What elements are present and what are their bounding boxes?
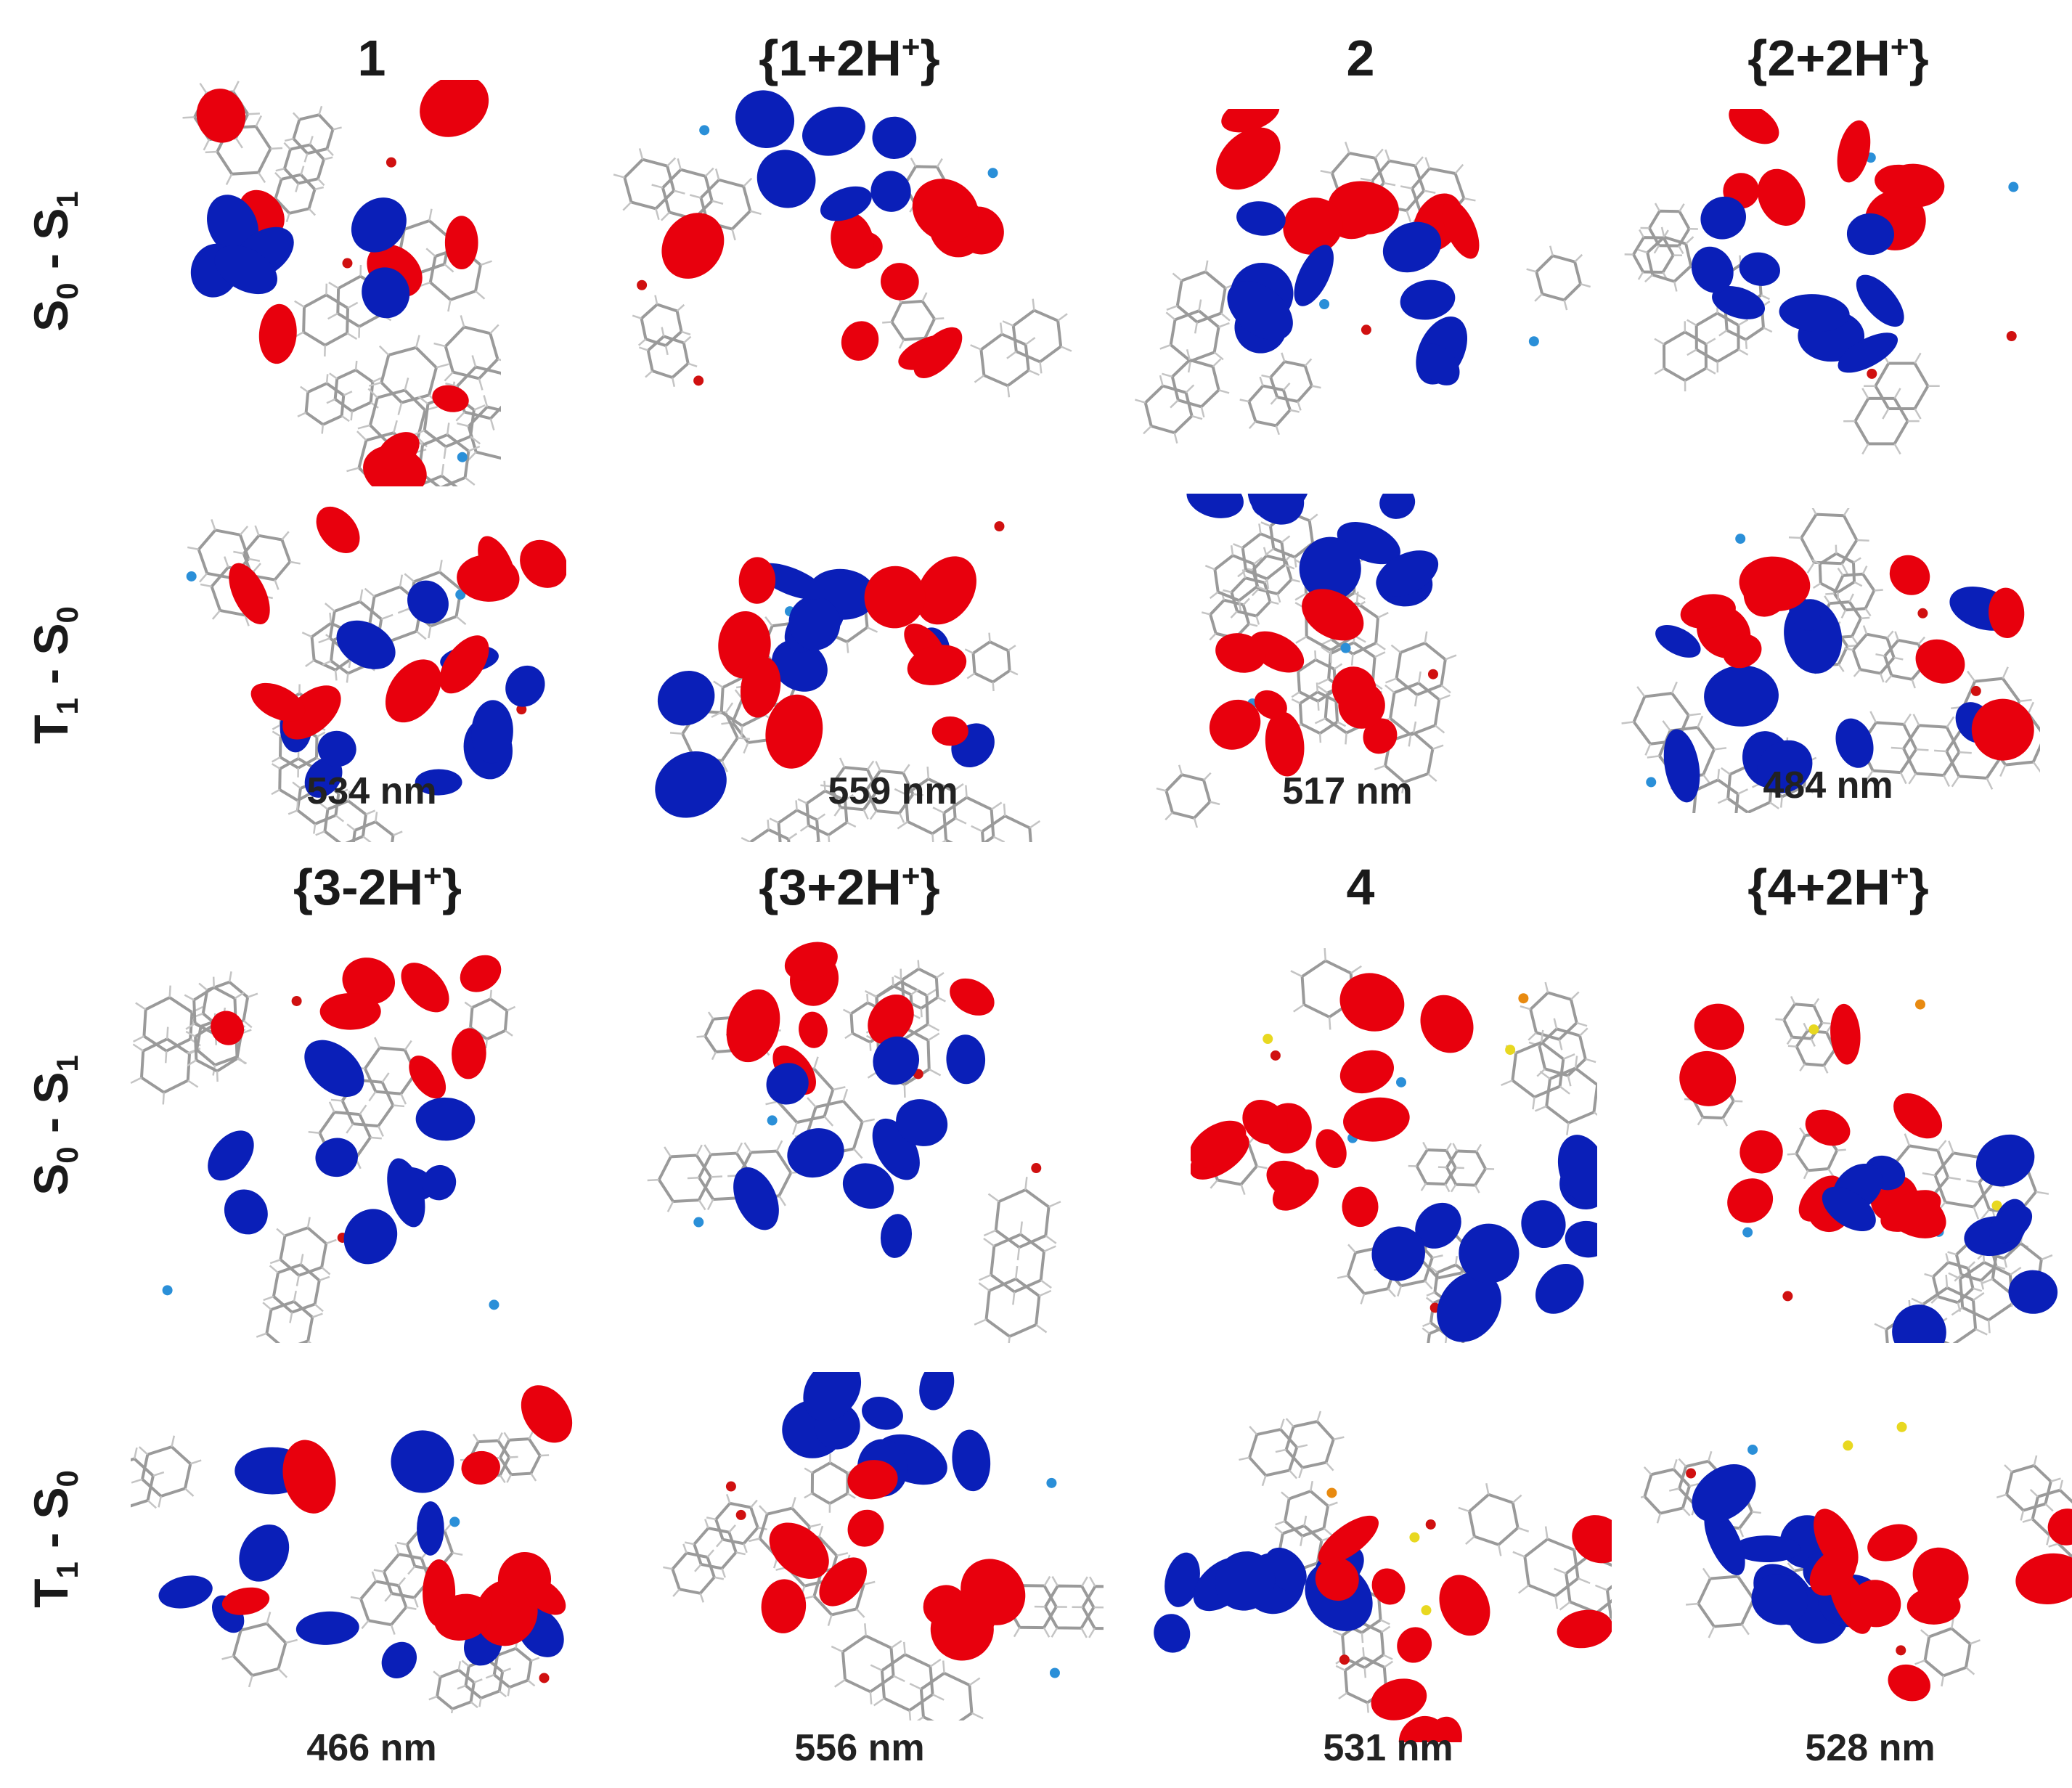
wavelength-4: 531 nm xyxy=(1323,1727,1453,1769)
orbital-density-lobes xyxy=(158,1385,573,1678)
column-title-2-2h: {2+2H+} xyxy=(1747,29,1929,86)
row-label-t1-s0-bottom: T1 - S0 xyxy=(24,1470,85,1608)
wavelength-3-2h: 556 nm xyxy=(794,1727,925,1769)
panel-4-t1-s0-graphic xyxy=(1154,1411,1612,1742)
panel-1-2h-s0-s1 xyxy=(603,80,1096,414)
panel-2-2h-t1-s0 xyxy=(1604,508,2040,813)
panel-4-2h-s0-s1 xyxy=(1655,936,2062,1343)
column-title-3-2h: {3+2H+} xyxy=(759,858,940,915)
panel-1-2h-t1-s0 xyxy=(639,494,1045,842)
row-label-s0-s1-top: S0 - S1 xyxy=(24,191,85,332)
orbital-density-lobes xyxy=(1216,109,1480,385)
panel-1-s0-s1-graphic xyxy=(182,80,501,486)
panel-2-2h-s0-s1 xyxy=(1590,109,2055,457)
panel-4-2h-s0-s1-graphic xyxy=(1679,995,2058,1343)
panel-1-t1-s0 xyxy=(160,494,566,842)
panel-2-s0-s1 xyxy=(1133,109,1604,457)
panel-4-2h-t1-s0-graphic xyxy=(1641,1421,2072,1702)
orbital-density-lobes xyxy=(1186,494,1439,777)
orbital-density-lobes xyxy=(761,1372,1026,1661)
orbital-density-lobes xyxy=(726,942,995,1258)
wavelength-4-2h: 528 nm xyxy=(1805,1727,1936,1769)
molecule-skeleton xyxy=(647,960,1061,1343)
column-title-1-2h: {1+2H+} xyxy=(759,29,940,86)
row-label-s0-s1-bottom: S0 - S1 xyxy=(24,1055,85,1196)
panel-3-minus-2h-s0-s1-graphic xyxy=(130,955,516,1343)
orbital-density-lobes xyxy=(190,80,489,486)
panel-1-2h-t1-s0-graphic xyxy=(655,521,1041,842)
molecule-skeleton xyxy=(1135,142,1591,444)
column-title-4: 4 xyxy=(1346,859,1375,915)
panel-1-t1-s0-graphic xyxy=(186,506,566,842)
panel-3-2h-s0-s1-graphic xyxy=(647,942,1061,1343)
panel-4-2h-t1-s0 xyxy=(1641,1394,2072,1728)
wavelength-2-2h: 484 nm xyxy=(1763,764,1893,807)
orbital-density-lobes xyxy=(655,556,995,818)
panel-3-minus-2h-t1-s0 xyxy=(131,1365,595,1713)
panel-3-2h-t1-s0-graphic xyxy=(663,1372,1104,1720)
molecule-skeleton xyxy=(130,971,516,1343)
panel-3-2h-t1-s0 xyxy=(639,1372,1104,1720)
panel-2-s0-s1-graphic xyxy=(1135,109,1591,444)
column-title-4-2h: {4+2H+} xyxy=(1747,858,1929,915)
wavelength-3-minus-2h: 466 nm xyxy=(306,1727,437,1769)
panel-1-s0-s1 xyxy=(181,80,501,486)
wavelength-1: 534 nm xyxy=(306,770,437,812)
wavelength-1-2h: 559 nm xyxy=(828,770,958,812)
panel-2-t1-s0 xyxy=(1111,494,1525,828)
orbital-density-lobes xyxy=(1691,109,1945,373)
molecule-skeleton xyxy=(131,1430,550,1713)
panel-2-2h-t1-s0-graphic xyxy=(1621,508,2040,813)
panel-2-2h-s0-s1-graphic xyxy=(1624,109,2019,455)
orbital-density-lobes xyxy=(1191,973,1597,1342)
wavelength-2: 517 nm xyxy=(1282,770,1413,812)
panel-1-2h-s0-s1-graphic xyxy=(613,90,1072,398)
molecule-skeleton xyxy=(1156,502,1457,828)
orbital-density-lobes xyxy=(208,955,502,1265)
column-title-1: 1 xyxy=(357,30,386,86)
panel-3-minus-2h-s0-s1 xyxy=(116,936,588,1343)
panel-4-s0-s1 xyxy=(1191,936,1597,1343)
panel-3-minus-2h-t1-s0-graphic xyxy=(131,1385,573,1713)
row-label-t1-s0-top: T1 - S0 xyxy=(24,606,85,744)
orbital-density-lobes xyxy=(229,506,566,798)
orbital-density-lobes xyxy=(661,90,1004,378)
panel-3-2h-s0-s1 xyxy=(639,936,1104,1343)
panel-2-t1-s0-graphic xyxy=(1156,494,1457,828)
panel-4-s0-s1-graphic xyxy=(1191,947,1597,1343)
orbital-density-lobes xyxy=(1679,1003,2058,1343)
column-title-3-minus-2h: {3-2H+} xyxy=(293,858,462,915)
orbital-density-lobes xyxy=(1154,1515,1612,1742)
panel-4-t1-s0 xyxy=(1147,1408,1612,1742)
orbital-density-lobes xyxy=(1655,555,2034,803)
orbital-density-lobes xyxy=(1692,1464,2072,1702)
column-title-2: 2 xyxy=(1346,30,1375,86)
